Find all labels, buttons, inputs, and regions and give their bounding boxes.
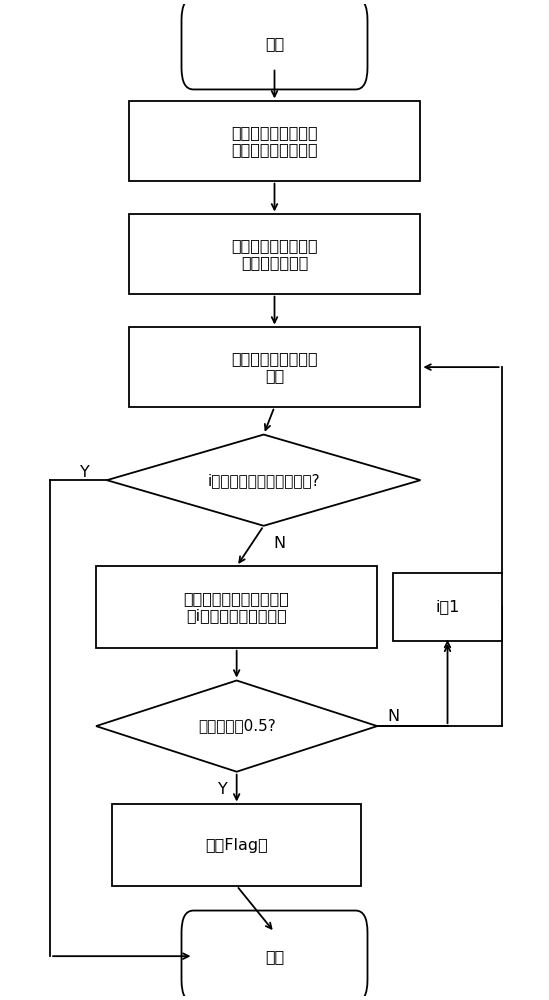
Polygon shape [107,435,421,526]
Text: 重合率大于0.5?: 重合率大于0.5? [198,719,276,734]
Bar [128,214,421,294]
Text: 对形态学操作后的图
像进行边缘检测: 对形态学操作后的图 像进行边缘检测 [231,238,318,270]
Bar [113,804,361,886]
Text: 结束: 结束 [265,949,284,964]
FancyBboxPatch shape [182,0,367,89]
Bar [394,573,502,641]
Text: Y: Y [219,782,228,797]
Text: 检测矩形边界与上一帧中
第i个矩形边界的重合率: 检测矩形边界与上一帧中 第i个矩形边界的重合率 [184,591,289,623]
Bar [96,566,377,648]
Text: i加1: i加1 [435,600,460,615]
Bar [128,101,421,181]
Text: 计算边缘的最小矩形
边界: 计算边缘的最小矩形 边界 [231,351,318,383]
Text: Y: Y [80,465,90,480]
FancyBboxPatch shape [182,911,367,1000]
Text: 开始: 开始 [265,36,284,51]
Text: i超出上一帧矩形边界个数?: i超出上一帧矩形边界个数? [208,473,320,488]
Bar [128,327,421,407]
Text: 对背景建模后的图像
进行开操作和闭操作: 对背景建模后的图像 进行开操作和闭操作 [231,125,318,157]
Text: N: N [274,536,286,551]
Polygon shape [96,680,377,772]
Text: 更改Flag值: 更改Flag值 [205,838,268,853]
Text: N: N [388,709,400,724]
